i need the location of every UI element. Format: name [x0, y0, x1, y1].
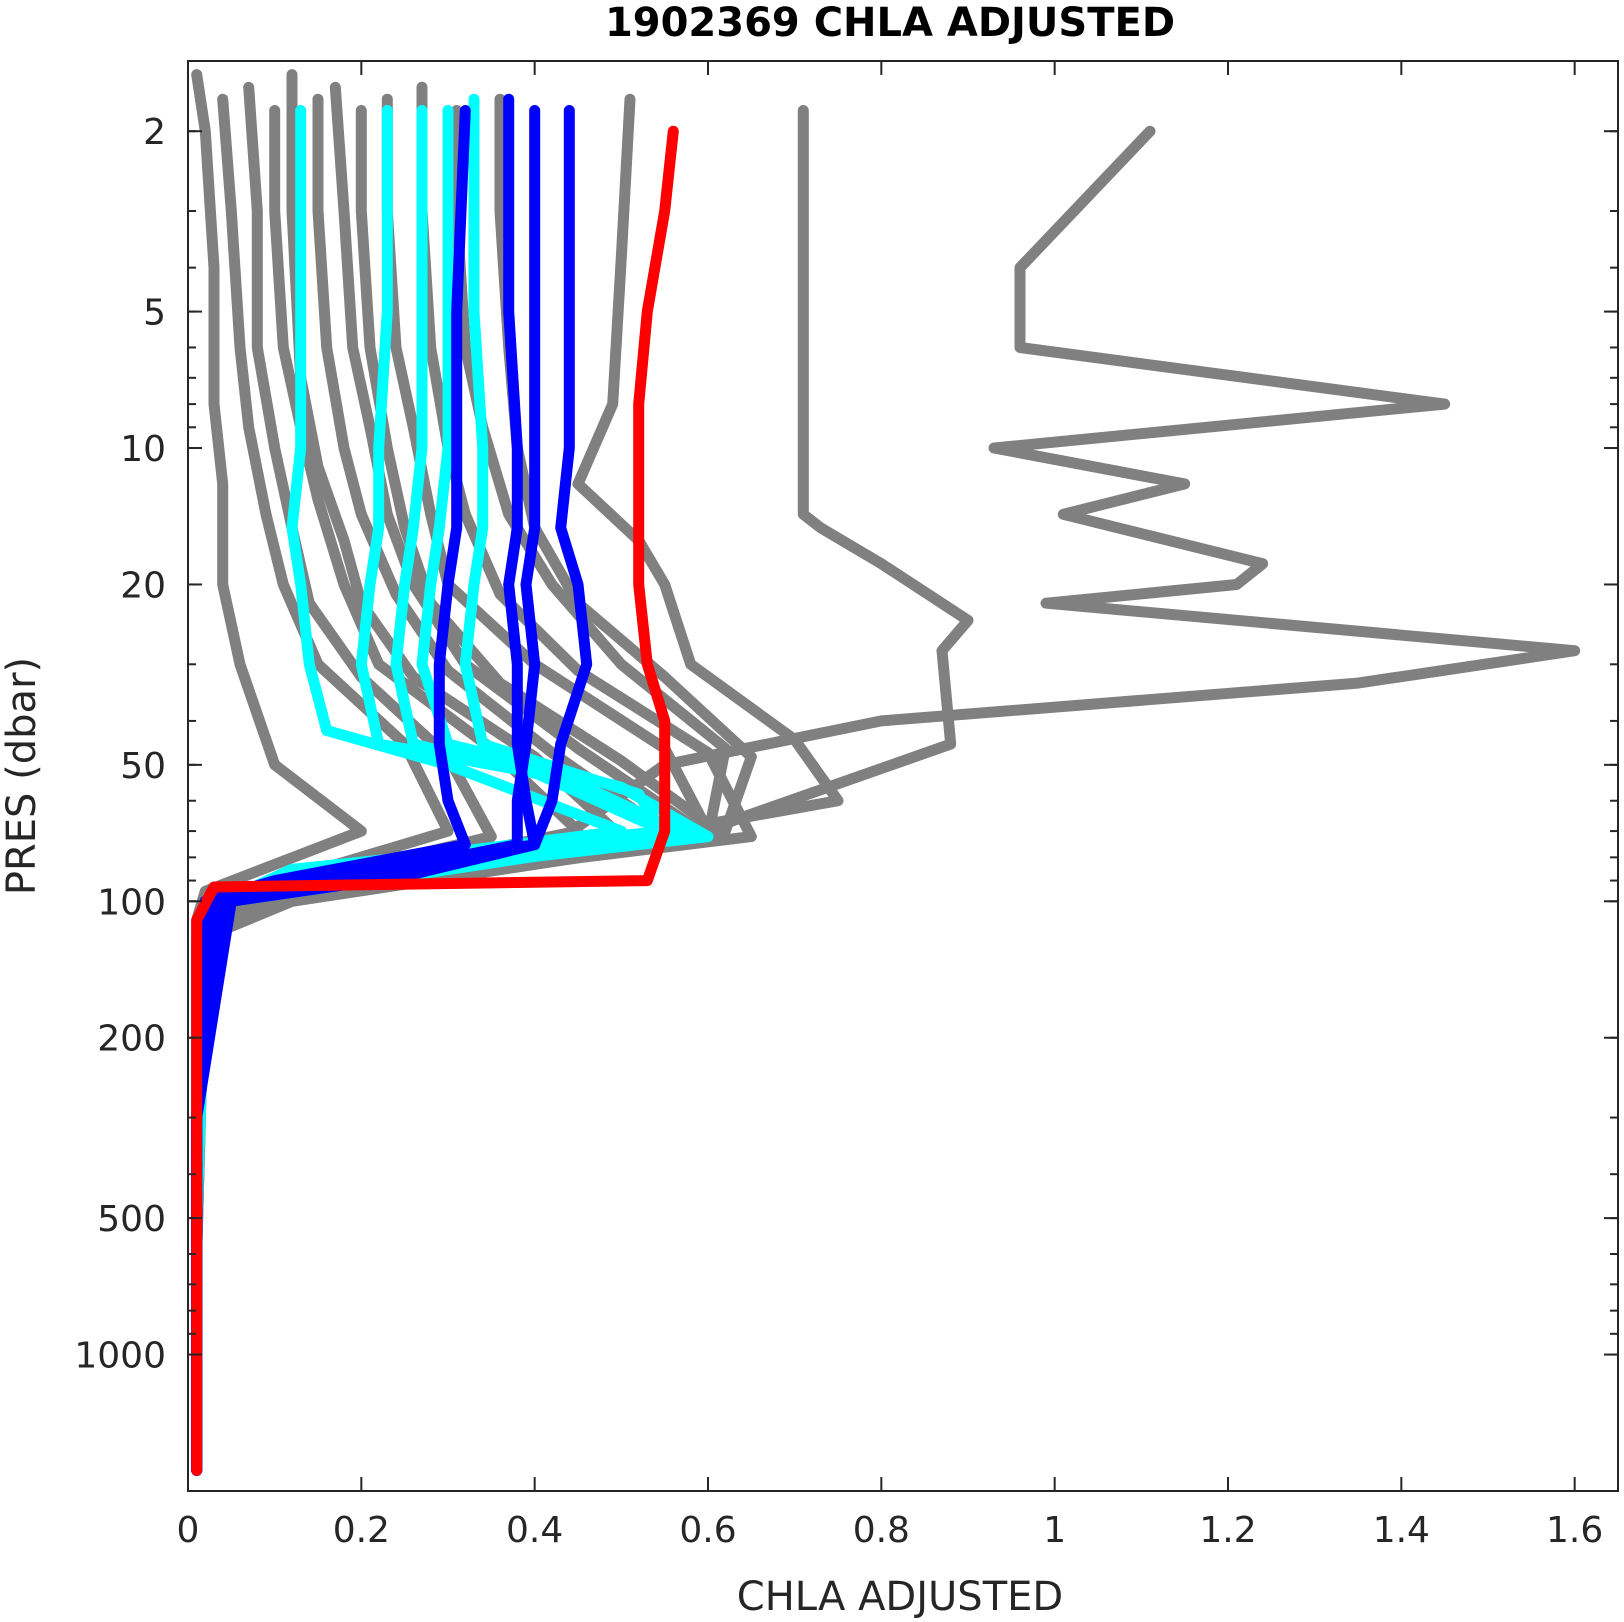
x-tick-label: 1 [1043, 1510, 1066, 1551]
x-axis-label: CHLA ADJUSTED [737, 1574, 1063, 1620]
profile-line-red-24 [191, 125, 679, 1476]
x-tick-label: 0.8 [853, 1510, 910, 1551]
plot-area [191, 69, 1581, 1476]
x-tick-label: 0 [177, 1510, 200, 1551]
chart-title: 1902369 CHLA ADJUSTED [605, 0, 1175, 46]
x-tick-label: 0.6 [679, 1510, 736, 1551]
plot-frame [187, 60, 1619, 1492]
y-axis: 2 5 10 20 50 100 200 500 1000 [74, 112, 1618, 1492]
y-tick-label: 5 [143, 293, 166, 334]
x-tick-label: 0.4 [506, 1510, 563, 1551]
x-tick-label: 1.2 [1199, 1510, 1256, 1551]
profile-line-blue-23 [191, 105, 593, 1476]
x-tick-label: 0.2 [333, 1510, 390, 1551]
profile-line-blue-21 [191, 93, 541, 1476]
y-tick-label: 20 [120, 565, 166, 606]
y-tick-label: 500 [97, 1199, 166, 1240]
x-axis: 0 0.2 0.4 0.6 0.8 1 1.2 1.4 1.6 [177, 61, 1603, 1551]
y-tick-label: 10 [120, 429, 166, 470]
profile-line-blue-22 [191, 105, 541, 1476]
y-tick-label: 1000 [74, 1336, 166, 1377]
y-axis-label: PRES (dbar) [0, 657, 45, 895]
y-tick-label: 200 [97, 1019, 166, 1060]
y-tick-label: 100 [97, 882, 166, 923]
y-tick-label: 2 [143, 112, 166, 153]
x-tick-label: 1.6 [1546, 1510, 1603, 1551]
profile-line-gray-14 [191, 125, 1581, 1476]
y-tick-label: 50 [120, 746, 166, 787]
x-tick-label: 1.4 [1373, 1510, 1430, 1551]
